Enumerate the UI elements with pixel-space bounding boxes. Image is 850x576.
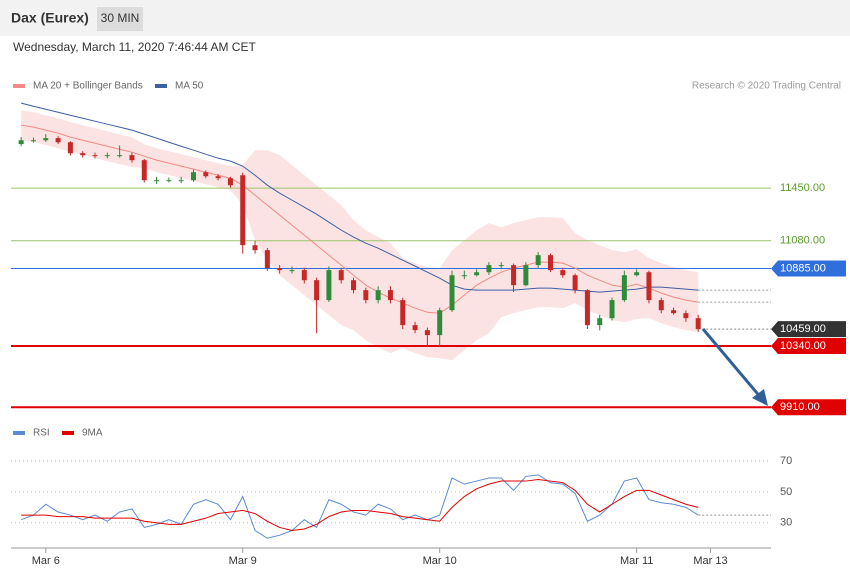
candle-body	[277, 268, 283, 271]
candle-body	[80, 153, 86, 156]
indicator-line	[21, 479, 699, 532]
candle-body	[351, 280, 357, 291]
candle-body	[43, 138, 49, 141]
candle-body	[511, 265, 517, 286]
candle-body	[387, 290, 393, 301]
credit: Research © 2020 Trading Central	[692, 81, 841, 92]
candle-body	[178, 180, 184, 182]
candle-body	[634, 272, 640, 276]
candle-body	[314, 280, 320, 301]
legend-label: RSI	[33, 428, 50, 439]
level-label: 10459.00	[780, 323, 826, 335]
candle-body	[129, 155, 135, 161]
candle-body	[141, 160, 147, 181]
legend-swatch	[13, 84, 25, 88]
candle-body	[252, 245, 258, 251]
candle-body	[30, 140, 36, 142]
timeframe-badge[interactable]	[97, 7, 143, 31]
candle-body	[572, 275, 578, 291]
level-tag	[771, 399, 846, 416]
candle-body	[609, 300, 615, 319]
x-tick-label: Mar 6	[32, 555, 60, 567]
candle-body	[437, 310, 443, 336]
candle-body	[621, 275, 627, 301]
candle-body	[264, 250, 270, 269]
candle-body	[646, 272, 652, 301]
candle-body	[498, 265, 504, 267]
candle-body	[449, 275, 455, 311]
timeframe[interactable]: 30 MIN	[101, 11, 140, 25]
candle-body	[474, 272, 480, 276]
candle-body	[240, 175, 246, 246]
candle-body	[695, 318, 701, 330]
legend-label: MA 50	[175, 81, 204, 92]
legend-label: 9MA	[82, 428, 103, 439]
x-tick-label: Mar 13	[693, 555, 727, 567]
timestamp: Wednesday, March 11, 2020 7:46:44 AM CET	[13, 40, 256, 54]
y-tick-label: 50	[780, 486, 792, 498]
candle-body	[363, 290, 369, 301]
candle-body	[400, 300, 406, 326]
candle-body	[683, 313, 689, 319]
arrow-head	[752, 389, 768, 406]
candle-body	[92, 155, 98, 157]
legend-swatch	[13, 431, 25, 435]
candle-body	[55, 138, 61, 143]
candle-body	[117, 155, 123, 157]
candle-body	[166, 180, 172, 182]
candle-body	[18, 140, 24, 145]
candle-body	[535, 255, 541, 266]
candle-body	[301, 270, 307, 281]
instrument-title: Dax (Eurex)	[11, 10, 89, 26]
x-tick-label: Mar 11	[620, 555, 653, 567]
legend-swatch	[62, 431, 74, 435]
level-label: 10885.00	[780, 262, 826, 274]
candle-body	[584, 290, 590, 326]
level-label: 11080.00	[780, 235, 825, 247]
level-label: 10340.00	[780, 340, 826, 352]
candle-body	[412, 325, 418, 331]
y-tick-label: 30	[780, 517, 792, 529]
candle-body	[203, 172, 209, 177]
level-tag	[771, 321, 846, 338]
candle-body	[67, 142, 73, 154]
level-tag	[771, 338, 846, 355]
level-label: 11450.00	[780, 182, 825, 194]
legend-swatch	[155, 84, 167, 88]
candle-body	[523, 265, 529, 286]
candle-body	[338, 270, 344, 281]
candle-body	[424, 330, 430, 336]
candle-body	[154, 180, 160, 182]
candle-body	[326, 270, 332, 301]
x-tick-label: Mar 9	[229, 555, 257, 567]
forecast-arrow	[701, 328, 764, 400]
x-tick-label: Mar 10	[423, 555, 457, 567]
candle-body	[461, 275, 467, 277]
candle-body	[104, 155, 110, 157]
indicator-line	[20, 474, 699, 539]
candle-body	[215, 176, 221, 179]
candle-body	[671, 310, 677, 314]
candle-body	[190, 172, 196, 181]
candle-body	[658, 300, 664, 311]
ma-line	[21, 124, 699, 314]
candle-body	[289, 270, 295, 272]
candle-body	[227, 178, 233, 186]
y-tick-label: 70	[780, 455, 792, 467]
bollinger-band	[21, 110, 699, 361]
candle-body	[597, 318, 603, 326]
candle-body	[560, 270, 566, 276]
level-tag	[771, 260, 846, 277]
candle-body	[375, 290, 381, 301]
legend-label: MA 20 + Bollinger Bands	[33, 81, 143, 92]
level-label: 9910.00	[780, 401, 820, 413]
candle-body	[486, 265, 492, 273]
candle-body	[547, 255, 553, 271]
